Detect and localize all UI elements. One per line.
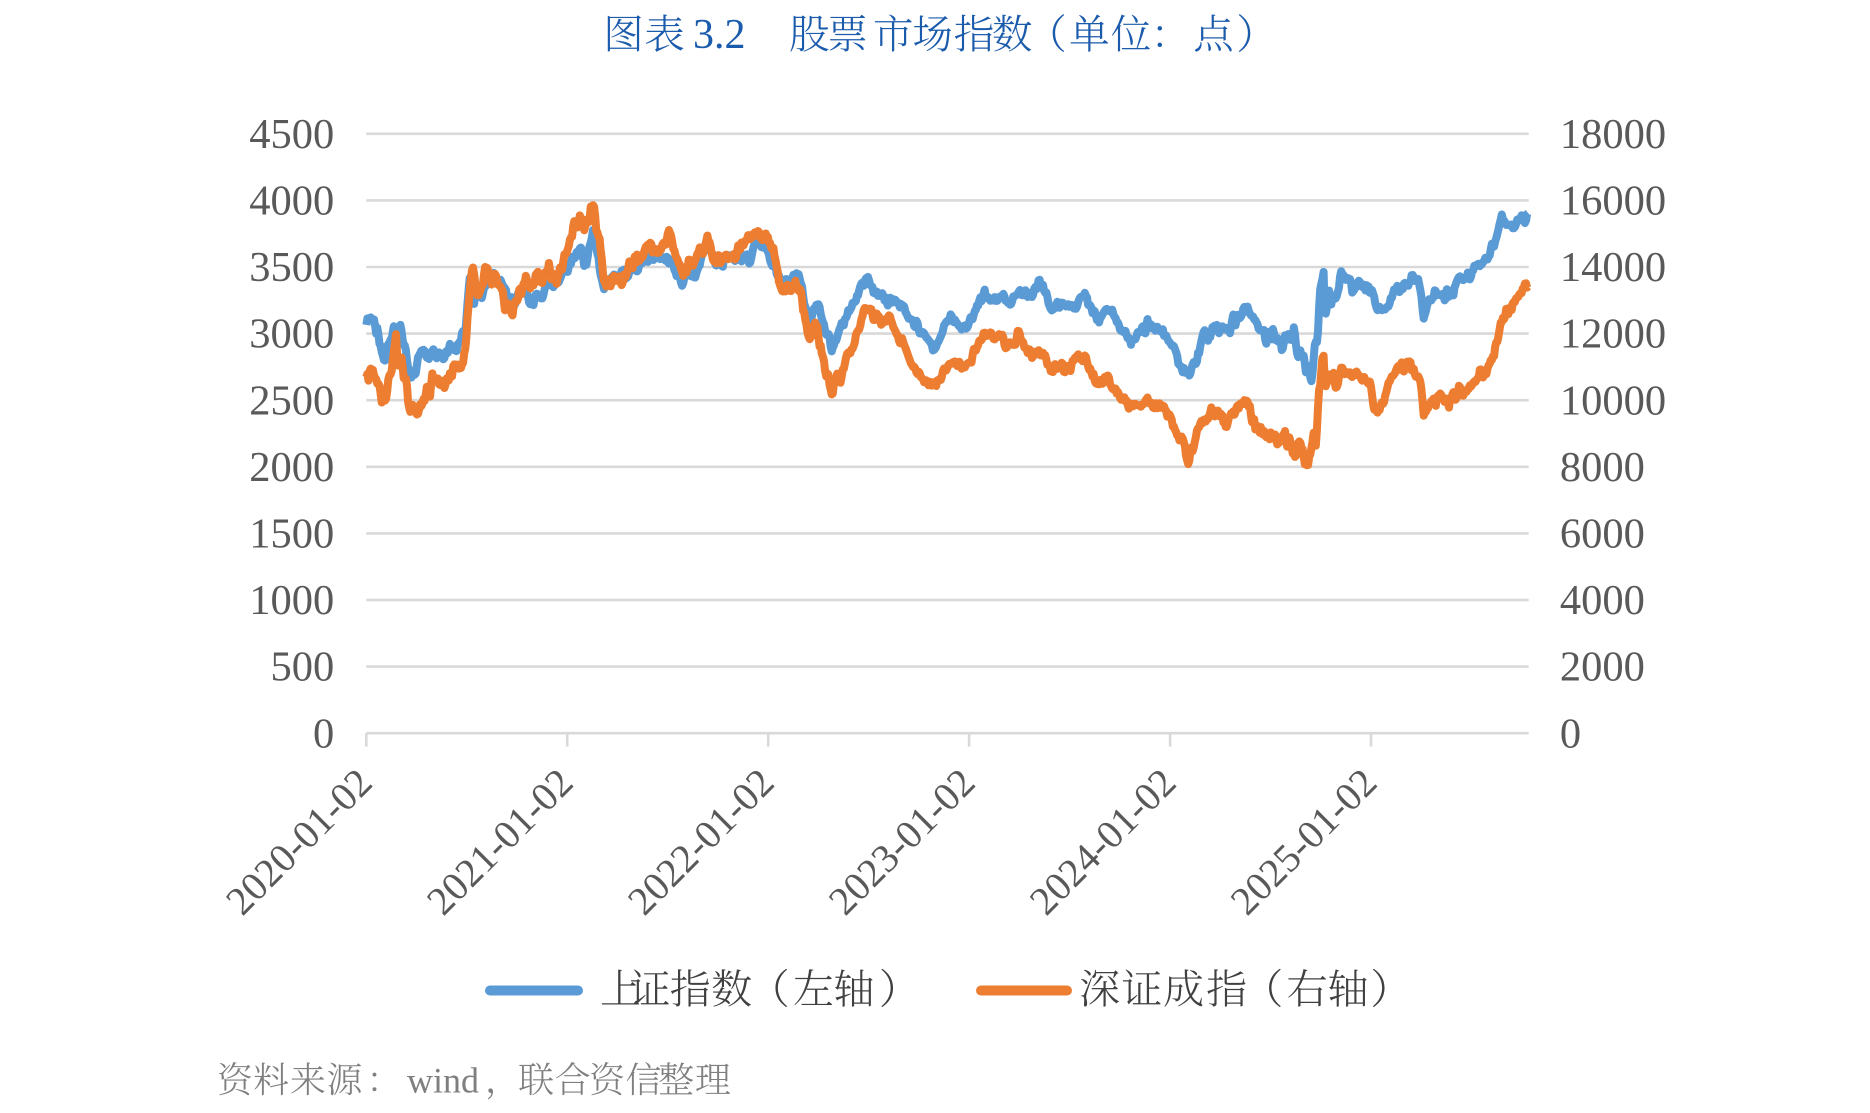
svg-text:18000: 18000: [1560, 111, 1666, 158]
svg-text:10000: 10000: [1560, 377, 1666, 424]
svg-text:0: 0: [1560, 710, 1581, 757]
svg-text:1000: 1000: [249, 577, 334, 624]
svg-text:4000: 4000: [1560, 577, 1645, 624]
svg-text:2500: 2500: [249, 377, 334, 424]
svg-text:4000: 4000: [249, 178, 334, 225]
svg-text:14000: 14000: [1560, 244, 1666, 291]
svg-text:6000: 6000: [1560, 511, 1645, 558]
svg-text:3.2: 3.2: [693, 12, 746, 58]
svg-text:8000: 8000: [1560, 444, 1645, 491]
svg-text:3000: 3000: [249, 311, 334, 358]
svg-text:2000: 2000: [1560, 644, 1645, 691]
svg-text:2024-01-02: 2024-01-02: [1021, 760, 1185, 924]
svg-text:2025-01-02: 2025-01-02: [1222, 760, 1386, 924]
svg-text:1500: 1500: [249, 511, 334, 558]
svg-text:2020-01-02: 2020-01-02: [217, 760, 381, 924]
svg-text:0: 0: [313, 710, 334, 757]
svg-text:500: 500: [270, 644, 334, 691]
svg-text:4500: 4500: [249, 111, 334, 158]
svg-text:12000: 12000: [1560, 311, 1666, 358]
svg-text:wind: wind: [407, 1061, 479, 1101]
svg-text:2021-01-02: 2021-01-02: [418, 760, 582, 924]
svg-text:3500: 3500: [249, 244, 334, 291]
svg-text:16000: 16000: [1560, 178, 1666, 225]
svg-text:2000: 2000: [249, 444, 334, 491]
svg-text:2022-01-02: 2022-01-02: [619, 760, 783, 924]
svg-text:2023-01-02: 2023-01-02: [820, 760, 984, 924]
